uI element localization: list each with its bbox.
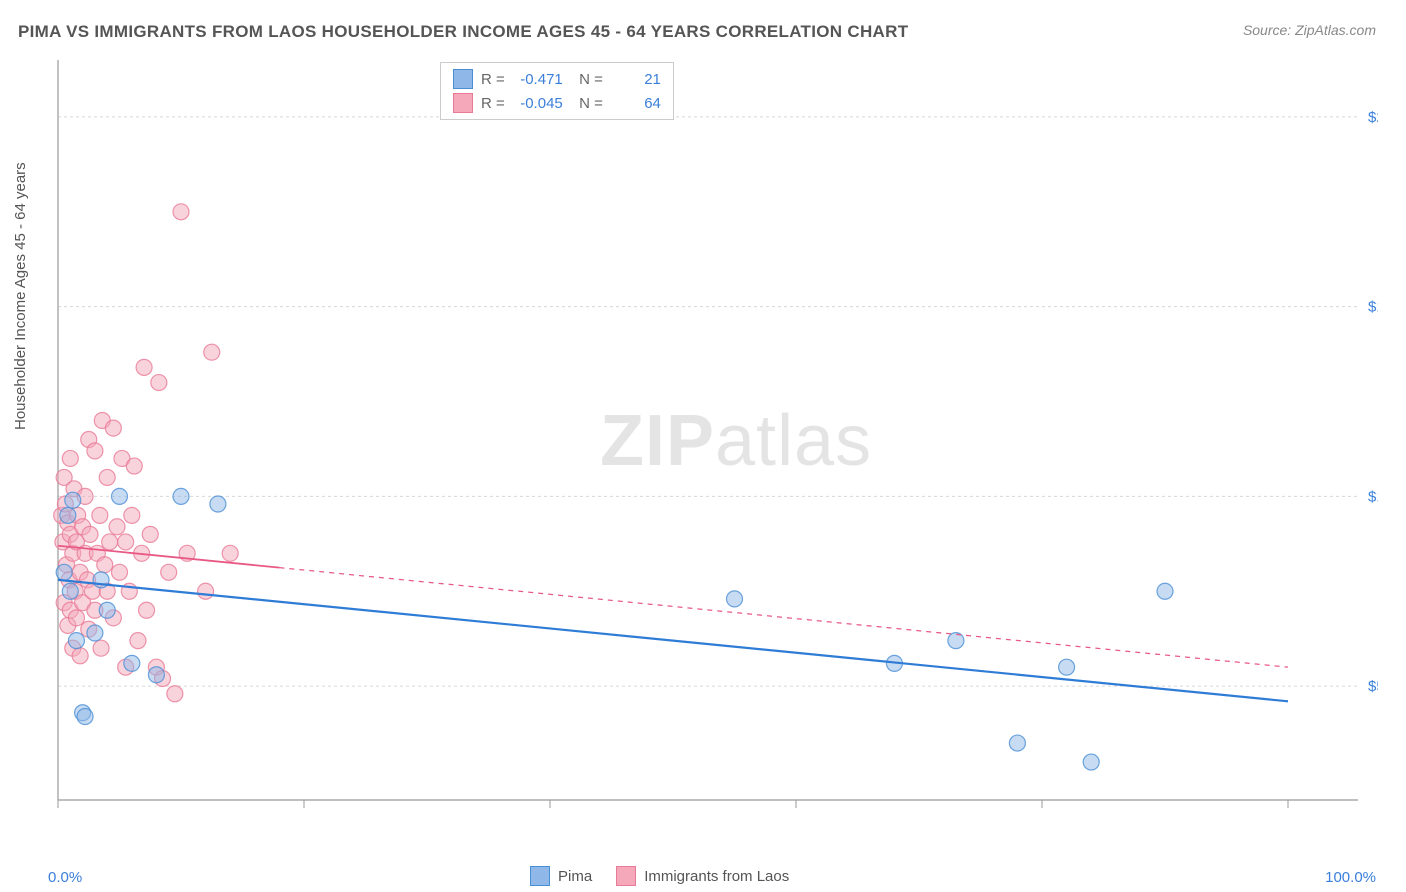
- n-value-laos: 64: [611, 95, 661, 112]
- stats-row-pima: R = -0.471 N = 21: [453, 67, 661, 91]
- swatch-pima: [453, 69, 473, 89]
- svg-text:$200,000: $200,000: [1368, 109, 1378, 126]
- legend-item-pima: Pima: [530, 866, 592, 886]
- chart-title: PIMA VS IMMIGRANTS FROM LAOS HOUSEHOLDER…: [18, 22, 908, 42]
- stats-legend-box: R = -0.471 N = 21 R = -0.045 N = 64: [440, 62, 674, 120]
- svg-text:$50,000: $50,000: [1368, 678, 1378, 695]
- svg-text:$100,000: $100,000: [1368, 488, 1378, 505]
- swatch-laos: [453, 93, 473, 113]
- stats-row-laos: R = -0.045 N = 64: [453, 91, 661, 115]
- legend-swatch-laos: [616, 866, 636, 886]
- x-axis-max-label: 100.0%: [1325, 869, 1376, 886]
- chart-container: PIMA VS IMMIGRANTS FROM LAOS HOUSEHOLDER…: [0, 0, 1406, 892]
- source-attribution: Source: ZipAtlas.com: [1243, 22, 1376, 38]
- legend-label-pima: Pima: [558, 868, 592, 885]
- x-axis-min-label: 0.0%: [48, 869, 82, 886]
- svg-text:$150,000: $150,000: [1368, 299, 1378, 316]
- r-value-laos: -0.045: [513, 95, 563, 112]
- y-axis-label: Householder Income Ages 45 - 64 years: [12, 162, 29, 430]
- legend-swatch-pima: [530, 866, 550, 886]
- legend-bottom: Pima Immigrants from Laos: [530, 866, 789, 886]
- scatter-plot: $50,000 $100,000 $150,000 $200,000: [48, 60, 1378, 830]
- r-value-pima: -0.471: [513, 71, 563, 88]
- legend-item-laos: Immigrants from Laos: [616, 866, 789, 886]
- n-value-pima: 21: [611, 71, 661, 88]
- legend-label-laos: Immigrants from Laos: [644, 868, 789, 885]
